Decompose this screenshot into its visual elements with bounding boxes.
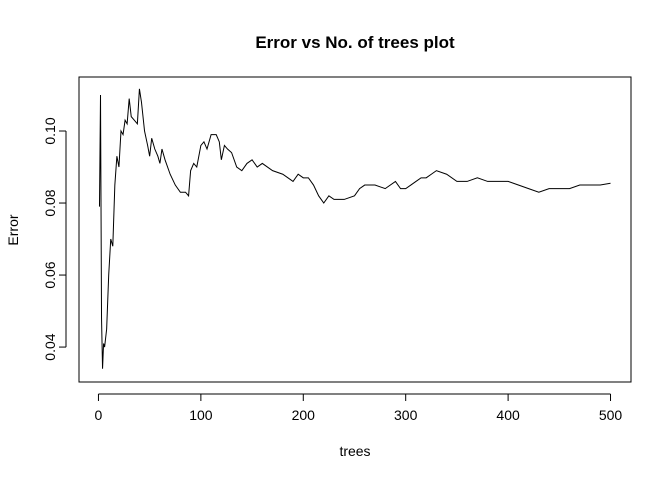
error-line	[98, 88, 611, 369]
y-tick-label: 0.06	[42, 261, 58, 288]
x-tick-label: 0	[95, 407, 103, 423]
x-axis-label: trees	[339, 443, 370, 459]
y-tick-label: 0.08	[42, 189, 58, 216]
chart-title: Error vs No. of trees plot	[255, 33, 455, 52]
y-tick-label: 0.04	[42, 333, 58, 360]
y-tick-label: 0.10	[42, 117, 58, 144]
y-axis-label: Error	[5, 214, 21, 245]
x-tick-label: 200	[292, 407, 316, 423]
x-tick-label: 300	[394, 407, 418, 423]
x-tick-label: 100	[189, 407, 213, 423]
x-tick-label: 500	[599, 407, 623, 423]
plot-frame	[78, 76, 632, 383]
x-tick-label: 400	[496, 407, 520, 423]
